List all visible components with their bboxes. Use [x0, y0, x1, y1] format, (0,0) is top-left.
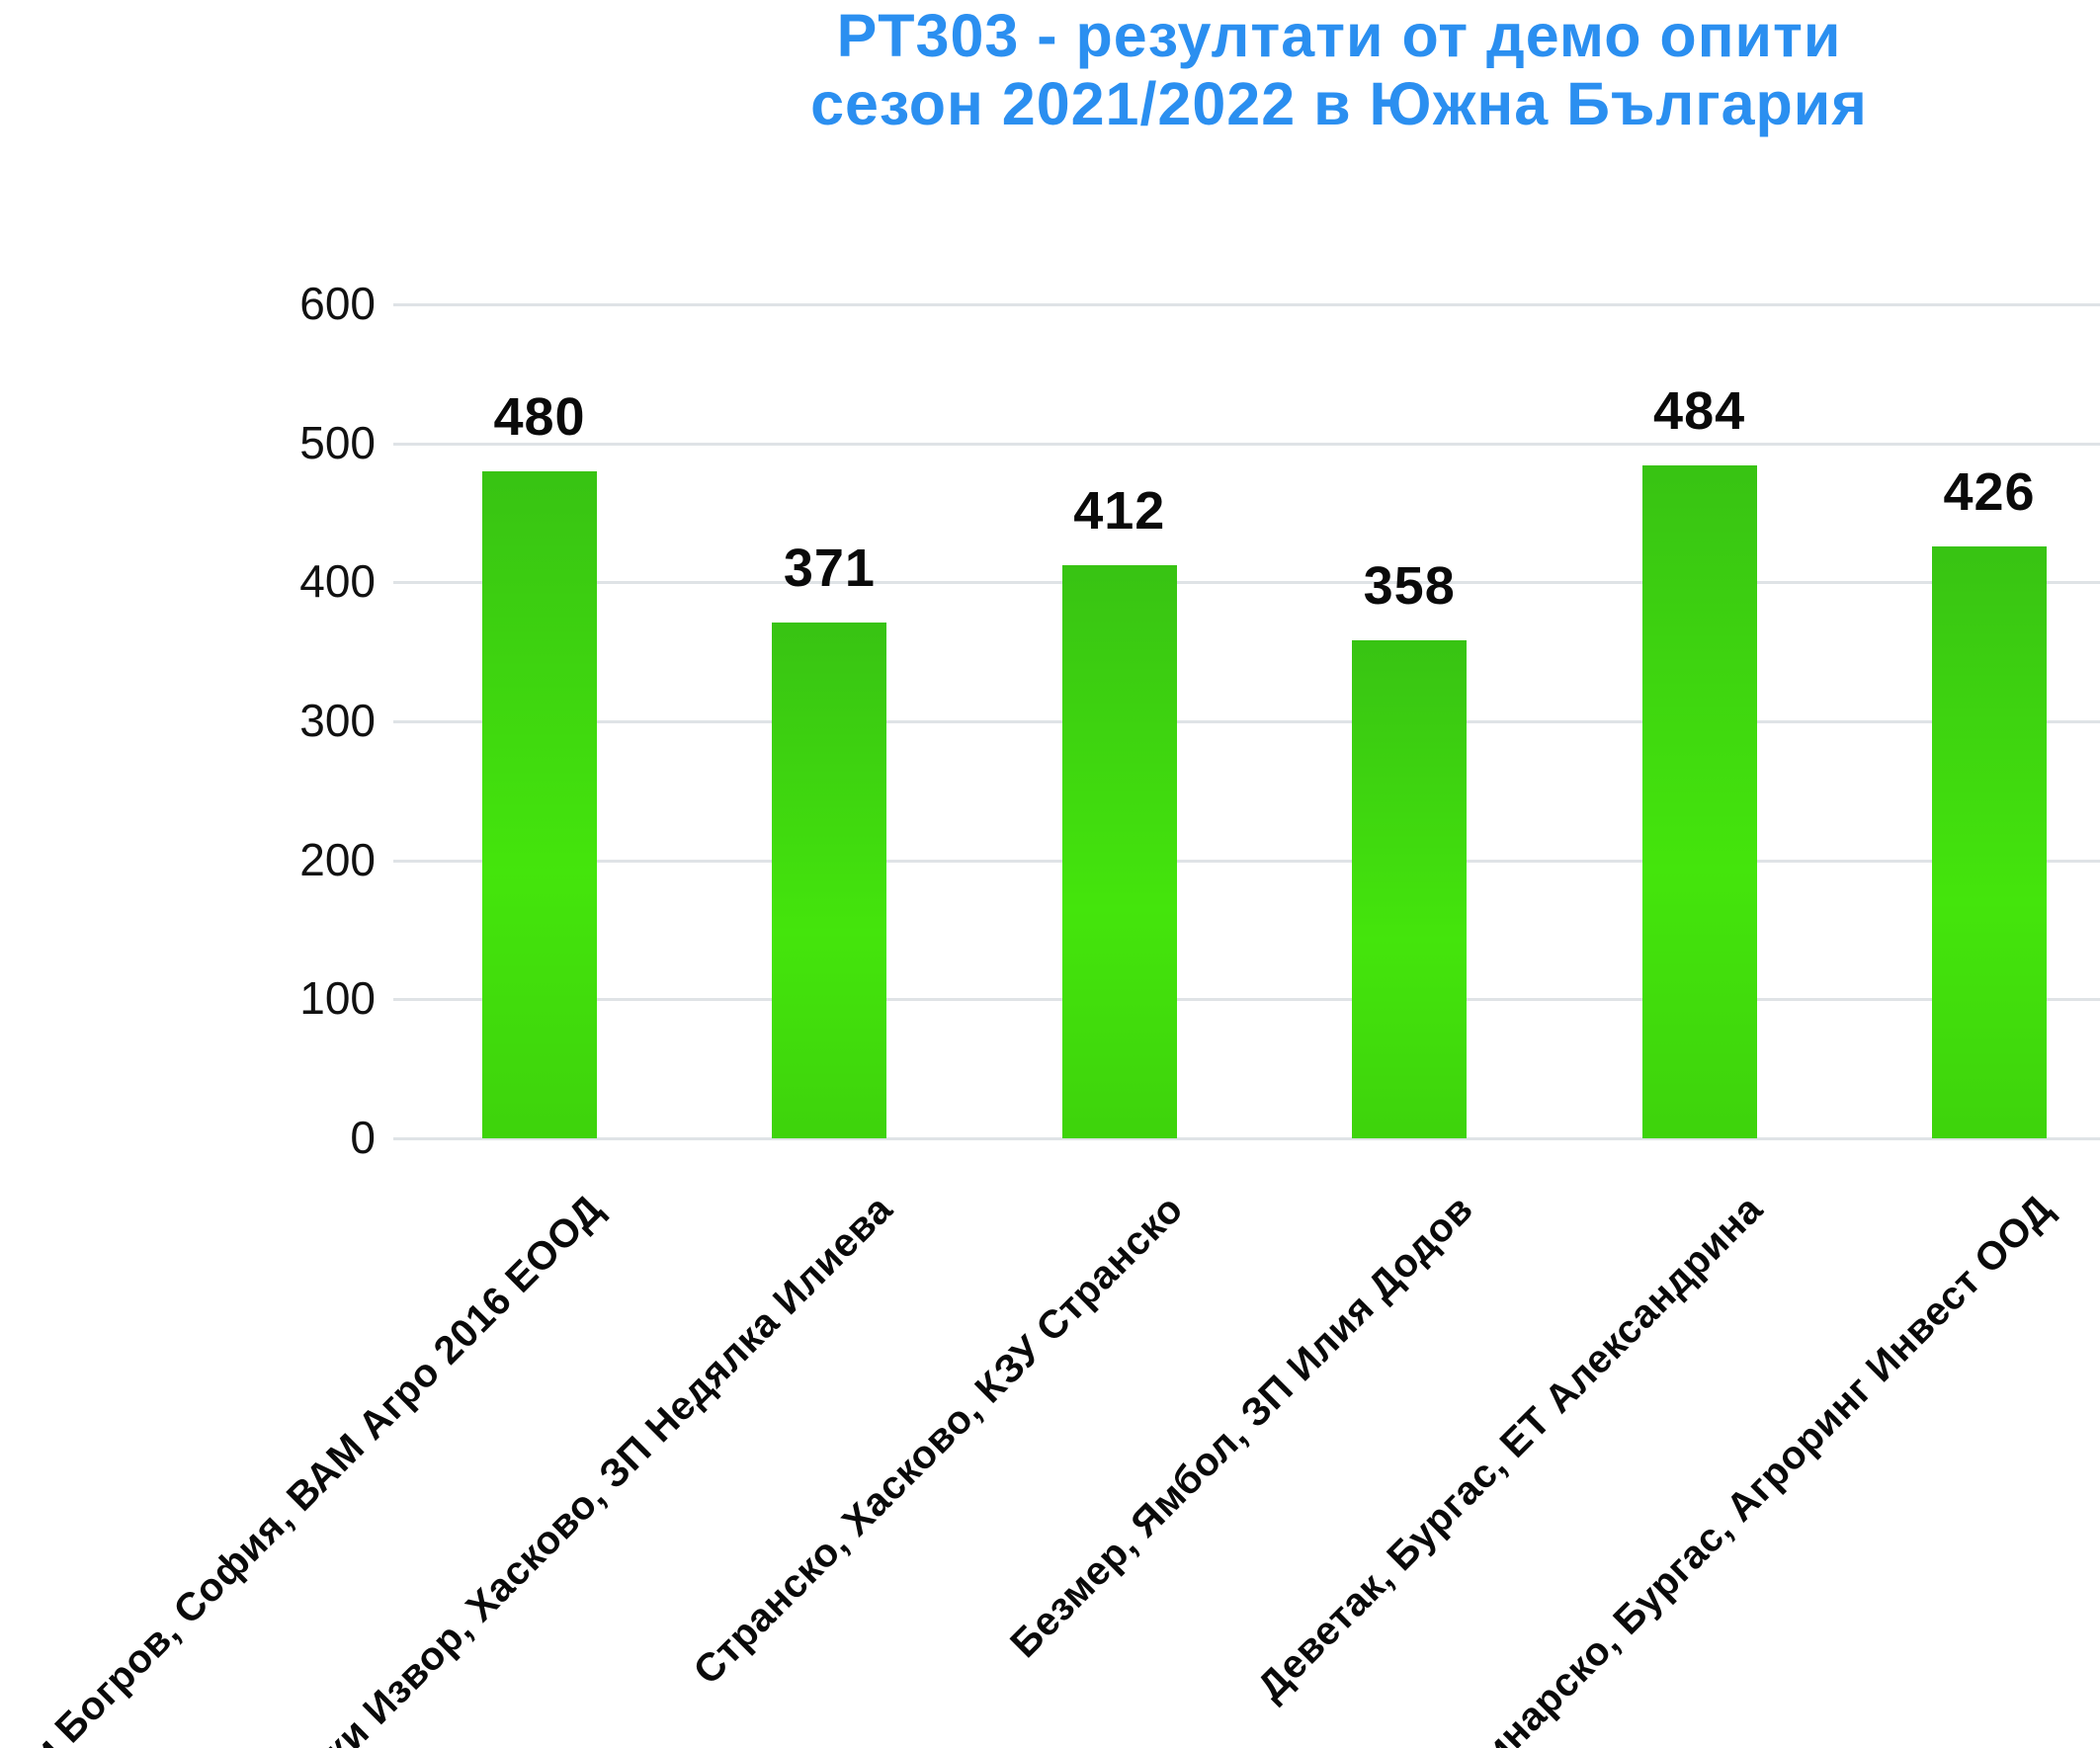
- bar-value-label: 412: [1073, 481, 1166, 541]
- bar-value-label: 371: [783, 539, 876, 599]
- y-axis-tick-label: 0: [350, 1112, 376, 1163]
- category-label: Деветак, Бургас, ЕТ Александрина: [1249, 1187, 1772, 1709]
- y-axis-tick-label: 500: [299, 416, 376, 468]
- y-axis-tick-label: 400: [299, 555, 376, 608]
- bar-value-label: 484: [1653, 381, 1746, 442]
- bar-2: [772, 623, 887, 1138]
- category-label: Долни Богров, София, ВАМ Агро 2016 ЕООД: [0, 1187, 612, 1748]
- y-axis-tick-label: 200: [299, 833, 376, 885]
- y-axis-tick-label: 300: [299, 695, 376, 746]
- gridline-0: [393, 1137, 2100, 1140]
- bar-6: [1932, 545, 2047, 1138]
- gridline-200: [393, 859, 2100, 863]
- category-label: Винарско, Бургас, Агроринг Инвест ООД: [1453, 1187, 2061, 1748]
- bar-value-label: 426: [1943, 461, 2036, 522]
- y-axis-tick-label: 600: [299, 278, 376, 329]
- category-label: Странско, Хасково, КЗУ Странско: [685, 1187, 1192, 1694]
- gridline-600: [393, 303, 2100, 306]
- bar-4: [1352, 640, 1468, 1138]
- category-label: Безмер, Ямбол, ЗП Илия Додов: [1002, 1187, 1481, 1667]
- gridline-500: [393, 442, 2100, 446]
- chart-title: PT303 - резултати от демо опити сезон 20…: [583, 2, 2095, 138]
- gridline-100: [393, 998, 2100, 1002]
- chart-title-line2: сезон 2021/2022 в Южна България: [810, 70, 1868, 137]
- y-axis-tick-label: 100: [299, 972, 376, 1025]
- bar-value-label: 480: [493, 386, 586, 447]
- gridline-300: [393, 720, 2100, 723]
- bar-3: [1061, 565, 1177, 1138]
- bar-1: [482, 470, 597, 1138]
- chart-title-line1: PT303 - резултати от демо опити: [836, 2, 1842, 69]
- bar-value-label: 358: [1363, 556, 1456, 617]
- bar-5: [1641, 465, 1757, 1138]
- gridline-400: [393, 581, 2100, 585]
